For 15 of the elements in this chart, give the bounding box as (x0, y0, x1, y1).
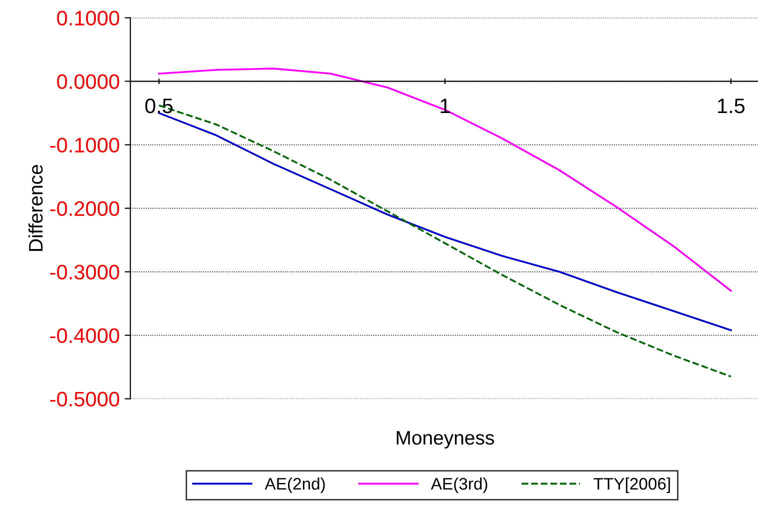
y-tick-label: -0.2000 (50, 201, 120, 216)
y-axis-title: Difference (28, 165, 43, 251)
y-tick-label: -0.3000 (50, 264, 120, 280)
legend-label: TTY[2006] (594, 477, 670, 493)
x-tick-label: 0.5 (145, 98, 173, 114)
y-tick-label: -0.1000 (50, 138, 120, 153)
legend-label: AE(2nd) (264, 477, 325, 493)
y-tick-label: 0.0000 (57, 74, 120, 90)
y-tick-label: -0.5000 (50, 392, 120, 407)
x-tick-label: 1.5 (718, 98, 745, 114)
line-series (158, 112, 732, 332)
y-tick-label: 0.1000 (57, 10, 120, 26)
y-tick-label: -0.4000 (50, 328, 120, 344)
legend-label: AE(3rd) (430, 477, 488, 493)
x-axis-title: Moneyness (396, 431, 494, 449)
